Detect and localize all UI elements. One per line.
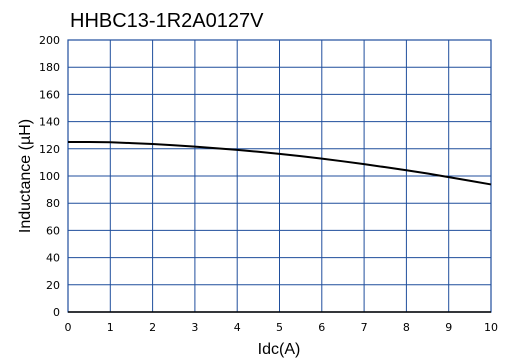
x-tick-label: 9 <box>445 321 452 334</box>
y-tick-label: 100 <box>39 170 60 183</box>
y-tick-label: 120 <box>39 143 60 156</box>
y-tick-label: 20 <box>46 279 60 292</box>
x-tick-label: 8 <box>403 321 410 334</box>
y-tick-label: 40 <box>46 252 60 265</box>
y-tick-label: 160 <box>39 88 60 101</box>
x-tick-label: 10 <box>484 321 498 334</box>
y-tick-label: 200 <box>39 34 60 47</box>
x-tick-label: 3 <box>191 321 198 334</box>
x-tick-label: 7 <box>361 321 368 334</box>
y-tick-label: 80 <box>46 197 60 210</box>
chart-title: HHBC13-1R2A0127V <box>70 10 264 32</box>
y-tick-label: 140 <box>39 116 60 129</box>
series-lines <box>68 141 492 186</box>
x-axis-label: Idc(A) <box>258 341 301 358</box>
x-tick-label: 4 <box>234 321 241 334</box>
y-axis-label: Inductance (µH) <box>17 119 34 233</box>
x-tick-label: 1 <box>107 321 114 334</box>
series-line <box>68 141 492 186</box>
y-tick-label: 180 <box>39 61 60 74</box>
y-tick-label: 60 <box>46 224 60 237</box>
y-tick-label: 0 <box>53 306 60 319</box>
grid <box>67 39 492 313</box>
x-tick-label: 6 <box>318 321 325 334</box>
x-tick-label: 0 <box>65 321 72 334</box>
x-tick-label: 2 <box>149 321 156 334</box>
x-tick-label: 5 <box>276 321 283 334</box>
